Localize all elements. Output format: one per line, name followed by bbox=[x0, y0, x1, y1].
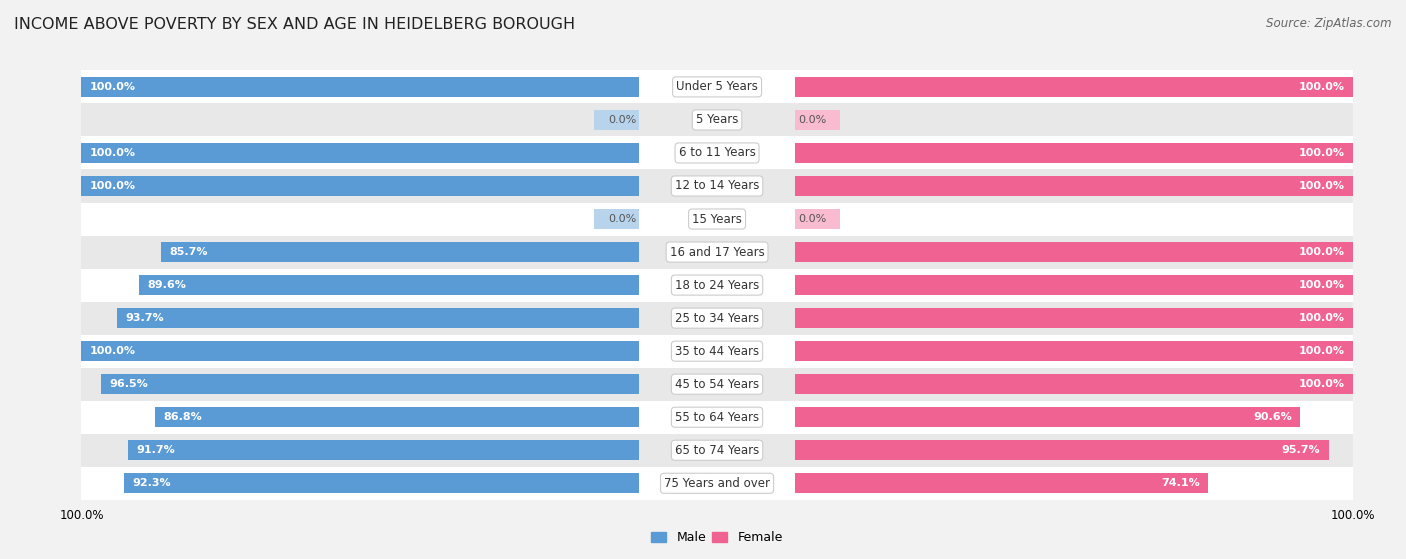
Text: 100.0%: 100.0% bbox=[1298, 346, 1344, 356]
Text: 100.0%: 100.0% bbox=[1298, 379, 1344, 389]
Text: 90.6%: 90.6% bbox=[1253, 412, 1292, 422]
Bar bbox=[82, 202, 1353, 235]
Text: 35 to 44 Years: 35 to 44 Years bbox=[675, 345, 759, 358]
Text: 100.0%: 100.0% bbox=[1298, 247, 1344, 257]
Bar bbox=[82, 467, 1353, 500]
Text: 75 Years and over: 75 Years and over bbox=[664, 477, 770, 490]
Bar bbox=[82, 176, 638, 196]
Text: 6 to 11 Years: 6 to 11 Years bbox=[679, 146, 755, 159]
Bar bbox=[796, 473, 1208, 493]
Bar bbox=[82, 143, 638, 163]
Bar bbox=[796, 209, 839, 229]
Text: 92.3%: 92.3% bbox=[132, 479, 172, 488]
Text: 86.8%: 86.8% bbox=[163, 412, 202, 422]
Text: 5 Years: 5 Years bbox=[696, 113, 738, 126]
Bar bbox=[117, 308, 638, 328]
Text: 100.0%: 100.0% bbox=[90, 148, 136, 158]
Bar bbox=[595, 110, 638, 130]
Bar bbox=[796, 176, 1353, 196]
Text: 16 and 17 Years: 16 and 17 Years bbox=[669, 245, 765, 259]
Bar bbox=[82, 434, 1353, 467]
Text: 65 to 74 Years: 65 to 74 Years bbox=[675, 444, 759, 457]
Text: 100.0%: 100.0% bbox=[90, 181, 136, 191]
Text: 85.7%: 85.7% bbox=[170, 247, 208, 257]
Text: 100.0%: 100.0% bbox=[90, 82, 136, 92]
Text: 15 Years: 15 Years bbox=[692, 212, 742, 225]
Text: 12 to 14 Years: 12 to 14 Years bbox=[675, 179, 759, 192]
Bar bbox=[82, 235, 1353, 268]
Bar bbox=[796, 308, 1353, 328]
Text: Under 5 Years: Under 5 Years bbox=[676, 80, 758, 93]
Bar bbox=[155, 408, 638, 427]
Legend: Male, Female: Male, Female bbox=[647, 526, 787, 549]
Bar bbox=[128, 440, 638, 460]
Bar bbox=[82, 302, 1353, 335]
Bar bbox=[796, 375, 1353, 394]
Bar bbox=[124, 473, 638, 493]
Bar bbox=[796, 275, 1353, 295]
Text: INCOME ABOVE POVERTY BY SEX AND AGE IN HEIDELBERG BOROUGH: INCOME ABOVE POVERTY BY SEX AND AGE IN H… bbox=[14, 17, 575, 32]
Text: 100.0%: 100.0% bbox=[1298, 313, 1344, 323]
Bar bbox=[796, 440, 1329, 460]
Text: 89.6%: 89.6% bbox=[148, 280, 187, 290]
Text: 45 to 54 Years: 45 to 54 Years bbox=[675, 378, 759, 391]
Text: 100.0%: 100.0% bbox=[1298, 280, 1344, 290]
Text: 100.0%: 100.0% bbox=[1298, 181, 1344, 191]
Bar bbox=[82, 401, 1353, 434]
Bar bbox=[101, 375, 638, 394]
Bar bbox=[82, 368, 1353, 401]
Bar bbox=[796, 110, 839, 130]
Bar bbox=[82, 169, 1353, 202]
Bar bbox=[595, 209, 638, 229]
Text: 100.0%: 100.0% bbox=[1298, 82, 1344, 92]
Bar bbox=[82, 70, 1353, 103]
Text: 91.7%: 91.7% bbox=[136, 446, 174, 455]
Text: 95.7%: 95.7% bbox=[1282, 446, 1320, 455]
Text: 0.0%: 0.0% bbox=[799, 115, 827, 125]
Bar bbox=[82, 136, 1353, 169]
Text: 100.0%: 100.0% bbox=[1298, 148, 1344, 158]
Text: 0.0%: 0.0% bbox=[607, 214, 636, 224]
Text: 25 to 34 Years: 25 to 34 Years bbox=[675, 311, 759, 325]
Text: 100.0%: 100.0% bbox=[90, 346, 136, 356]
Bar bbox=[82, 335, 1353, 368]
Bar bbox=[796, 408, 1301, 427]
Bar bbox=[796, 242, 1353, 262]
Bar bbox=[139, 275, 638, 295]
Bar bbox=[796, 341, 1353, 361]
Bar bbox=[82, 77, 638, 97]
Text: Source: ZipAtlas.com: Source: ZipAtlas.com bbox=[1267, 17, 1392, 30]
Bar bbox=[82, 341, 638, 361]
Bar bbox=[82, 268, 1353, 302]
Bar bbox=[796, 143, 1353, 163]
Bar bbox=[796, 77, 1353, 97]
Text: 93.7%: 93.7% bbox=[125, 313, 163, 323]
Text: 96.5%: 96.5% bbox=[110, 379, 148, 389]
Text: 55 to 64 Years: 55 to 64 Years bbox=[675, 411, 759, 424]
Bar bbox=[82, 103, 1353, 136]
Text: 0.0%: 0.0% bbox=[607, 115, 636, 125]
Text: 0.0%: 0.0% bbox=[799, 214, 827, 224]
Text: 74.1%: 74.1% bbox=[1161, 479, 1199, 488]
Text: 18 to 24 Years: 18 to 24 Years bbox=[675, 278, 759, 292]
Bar bbox=[162, 242, 638, 262]
